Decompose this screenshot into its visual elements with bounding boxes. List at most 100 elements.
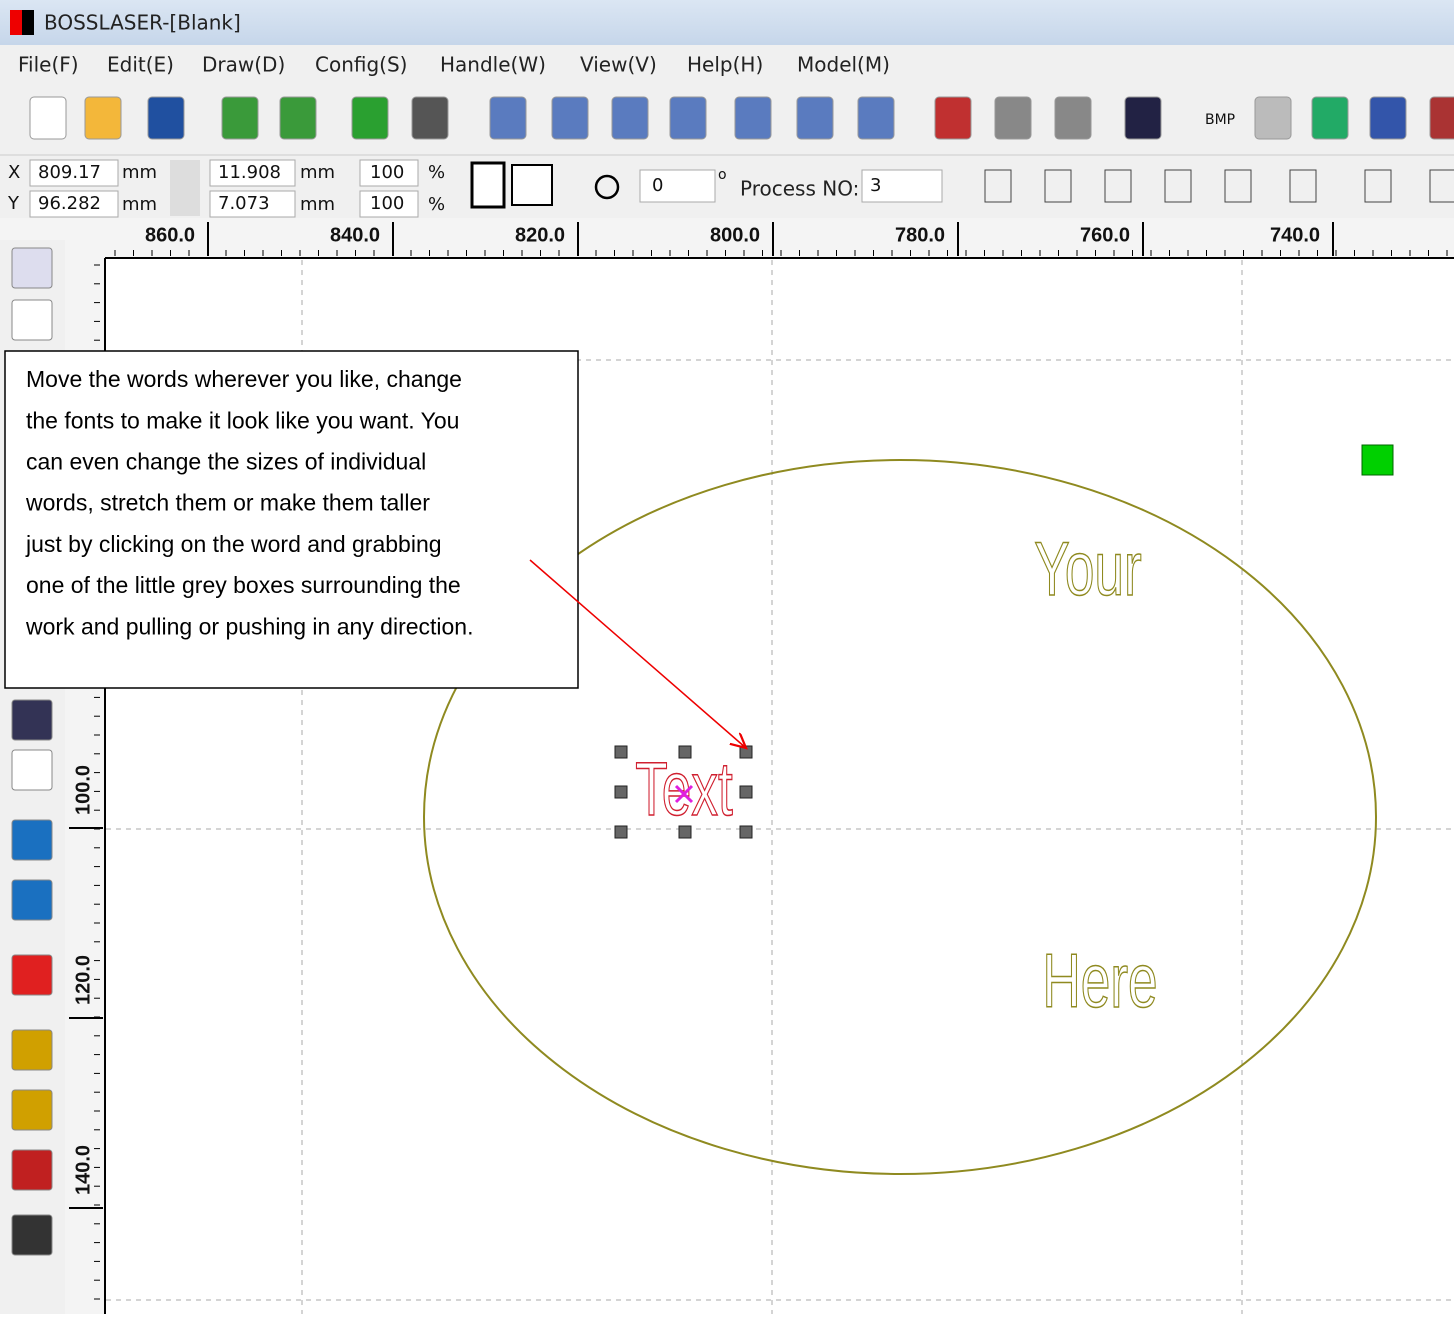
toolbar-button[interactable]	[84, 96, 122, 140]
ruler-label: 140.0	[72, 1145, 94, 1195]
input[interactable]	[29, 159, 119, 187]
menu-item[interactable]: Config(S)	[315, 53, 407, 77]
ruler-label: 760.0	[1080, 224, 1130, 246]
tool-button[interactable]	[11, 1149, 53, 1191]
toolbar-button[interactable]	[669, 96, 707, 140]
window-title: BOSSLASER-[Blank]	[44, 11, 241, 35]
property-bar: X 809.17 mm Y 96.282 mm 11.908 mm 7.073 …	[7, 159, 943, 218]
tool-button[interactable]	[11, 247, 53, 289]
align-button[interactable]	[1429, 169, 1454, 203]
align-button[interactable]	[1364, 169, 1392, 203]
callout-line: can even change the sizes of individual	[26, 448, 426, 474]
menu-item[interactable]: File(F)	[18, 53, 79, 77]
word[interactable]: Here	[1042, 938, 1159, 1024]
input[interactable]	[639, 169, 716, 203]
align-button[interactable]	[1104, 169, 1132, 203]
toolbar-button[interactable]	[1311, 96, 1349, 140]
resize-handle[interactable]	[614, 745, 628, 759]
label: Process NO:	[740, 177, 859, 201]
ellipse[interactable]	[423, 459, 1377, 1175]
input[interactable]	[359, 190, 419, 218]
menu-bar	[0, 45, 1454, 85]
resize-handle[interactable]	[739, 785, 753, 799]
callout-box	[4, 350, 579, 689]
tool-button[interactable]	[11, 819, 53, 861]
app-icon	[10, 10, 22, 35]
resize-handle[interactable]	[739, 825, 753, 839]
align-button[interactable]	[984, 169, 1012, 203]
align-button[interactable]	[1164, 169, 1192, 203]
toolbar-button[interactable]	[411, 96, 449, 140]
toolbar-button[interactable]	[796, 96, 834, 140]
input[interactable]	[861, 169, 943, 203]
resize-handle[interactable]	[614, 825, 628, 839]
toolbar-button[interactable]	[351, 96, 389, 140]
menu-item[interactable]: Model(M)	[797, 53, 890, 77]
input[interactable]	[359, 159, 419, 187]
toolbar-button[interactable]	[29, 96, 67, 140]
tool-button[interactable]	[11, 699, 53, 741]
menu-item[interactable]: Draw(D)	[202, 53, 285, 77]
tool-button[interactable]	[11, 299, 53, 341]
tool-button[interactable]	[11, 749, 53, 791]
toolbar-button[interactable]	[994, 96, 1032, 140]
value: 96.282	[38, 193, 101, 214]
menu-item[interactable]: View(V)	[580, 53, 657, 77]
resize-handle[interactable]	[678, 825, 692, 839]
callout-line: one of the little grey boxes surrounding…	[26, 572, 461, 598]
toolbar-button[interactable]	[551, 96, 589, 140]
toolbar-button[interactable]	[611, 96, 649, 140]
align-button[interactable]	[1224, 169, 1252, 203]
toolbar-button[interactable]	[1124, 96, 1162, 140]
toolbar-button[interactable]	[279, 96, 317, 140]
menu-item[interactable]: Edit(E)	[107, 53, 174, 77]
toolbar-button[interactable]	[221, 96, 259, 140]
callout-line: just by clicking on the word and grabbin…	[25, 531, 442, 557]
input[interactable]	[209, 190, 296, 218]
grid-button[interactable]	[511, 164, 553, 206]
ruler-label: 780.0	[895, 224, 945, 246]
toolbar-button[interactable]	[489, 96, 527, 140]
toolbar-button[interactable]	[1054, 96, 1092, 140]
toolbar-button[interactable]	[1254, 96, 1292, 140]
tool-button[interactable]	[11, 1089, 53, 1131]
align-button[interactable]	[1044, 169, 1072, 203]
tool-button[interactable]	[11, 1214, 53, 1256]
align-button[interactable]	[1289, 169, 1317, 203]
unit: %	[428, 194, 445, 215]
resize-handle[interactable]	[678, 745, 692, 759]
ruler-label: 820.0	[515, 224, 565, 246]
menu-item[interactable]: Help(H)	[687, 53, 763, 77]
toolbar-button[interactable]	[734, 96, 772, 140]
tool-button[interactable]	[11, 954, 53, 996]
tool-button[interactable]	[11, 1029, 53, 1071]
lock-button[interactable]	[470, 161, 506, 209]
value: 100	[370, 193, 404, 214]
resize-handle[interactable]	[614, 785, 628, 799]
toolbar-button[interactable]	[857, 96, 895, 140]
menu-item[interactable]: Handle(W)	[440, 53, 546, 77]
value: 0	[652, 175, 663, 196]
value: 3	[870, 175, 881, 196]
title-bar	[0, 0, 1454, 45]
input[interactable]	[209, 159, 296, 187]
word[interactable]: Your	[1034, 526, 1143, 612]
bmp-icon[interactable]: BMP	[1205, 112, 1235, 128]
arrow	[529, 559, 746, 748]
value: 7.073	[218, 193, 270, 214]
toolbar-button[interactable]	[147, 96, 185, 140]
ruler-label: 860.0	[145, 224, 195, 246]
ruler-label: 100.0	[72, 765, 94, 815]
toolbar-button[interactable]	[934, 96, 972, 140]
word[interactable]: Text	[635, 746, 734, 832]
toolbar-button[interactable]	[1429, 96, 1454, 140]
value: 809.17	[38, 162, 101, 183]
unit: mm	[300, 162, 335, 183]
input[interactable]	[29, 190, 119, 218]
toolbar-button[interactable]	[1369, 96, 1407, 140]
app-icon	[22, 10, 34, 35]
tool-button[interactable]	[11, 879, 53, 921]
callout-line: the fonts to make it look like you want.…	[26, 407, 459, 433]
